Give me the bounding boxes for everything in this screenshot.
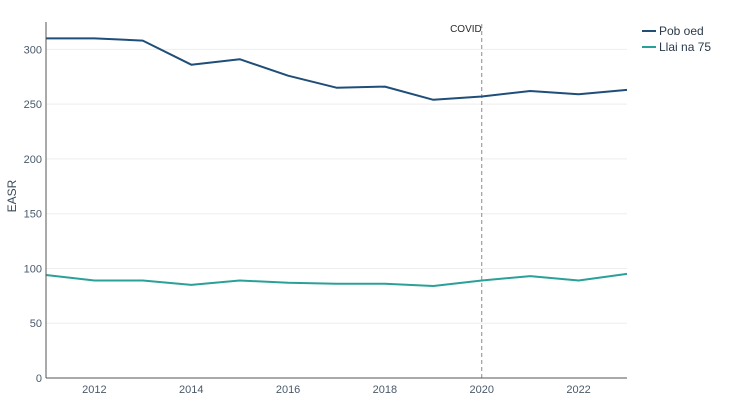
data-point: [529, 90, 531, 92]
data-point: [142, 280, 144, 282]
x-tick-label: 2018: [373, 384, 397, 396]
x-tick-label: 2014: [179, 384, 203, 396]
data-point: [142, 40, 144, 42]
data-point: [578, 280, 580, 282]
data-point: [432, 285, 434, 287]
data-point: [239, 280, 241, 282]
data-point: [93, 37, 95, 39]
series-line-pob-oed: [46, 37, 628, 101]
data-point: [336, 87, 338, 89]
data-point: [578, 93, 580, 95]
data-point: [481, 280, 483, 282]
legend-label: Llai na 75: [659, 40, 711, 54]
data-point: [287, 282, 289, 284]
data-point: [529, 275, 531, 277]
data-point: [626, 89, 628, 91]
data-point: [384, 283, 386, 285]
axes: 0 50 100 150 200 250 300 2012 2014 2016 2018 2020 20…: [24, 22, 627, 396]
data-point: [384, 86, 386, 88]
data-point: [190, 64, 192, 66]
data-point: [336, 283, 338, 285]
gridlines: [46, 48, 627, 324]
y-tick-label: 100: [24, 263, 42, 275]
y-tick-label: 300: [24, 44, 42, 56]
x-tick-label: 2016: [276, 384, 300, 396]
y-tick-label: 250: [24, 99, 42, 111]
y-tick-label: 150: [24, 209, 42, 221]
legend-label: Pob oed: [659, 24, 704, 38]
data-point: [626, 273, 628, 275]
y-tick-label: 50: [30, 318, 42, 330]
y-tick-label: 0: [36, 373, 42, 385]
annotations: COVID: [450, 24, 483, 378]
y-axis-title: EASR: [5, 179, 19, 212]
data-point: [481, 95, 483, 97]
x-tick-label: 2012: [82, 384, 106, 396]
x-tick-label: 2020: [470, 384, 494, 396]
legend: Pob oed Llai na 75: [642, 24, 711, 54]
data-point: [190, 284, 192, 286]
series-lines: [45, 37, 628, 287]
y-tick-label: 200: [24, 154, 42, 166]
data-point: [432, 99, 434, 101]
data-point: [93, 280, 95, 282]
x-tick-label: 2022: [566, 384, 590, 396]
data-point: [239, 58, 241, 60]
series-line-llai-na-75: [45, 272, 628, 287]
data-point: [287, 75, 289, 77]
covid-label: COVID: [450, 24, 482, 35]
